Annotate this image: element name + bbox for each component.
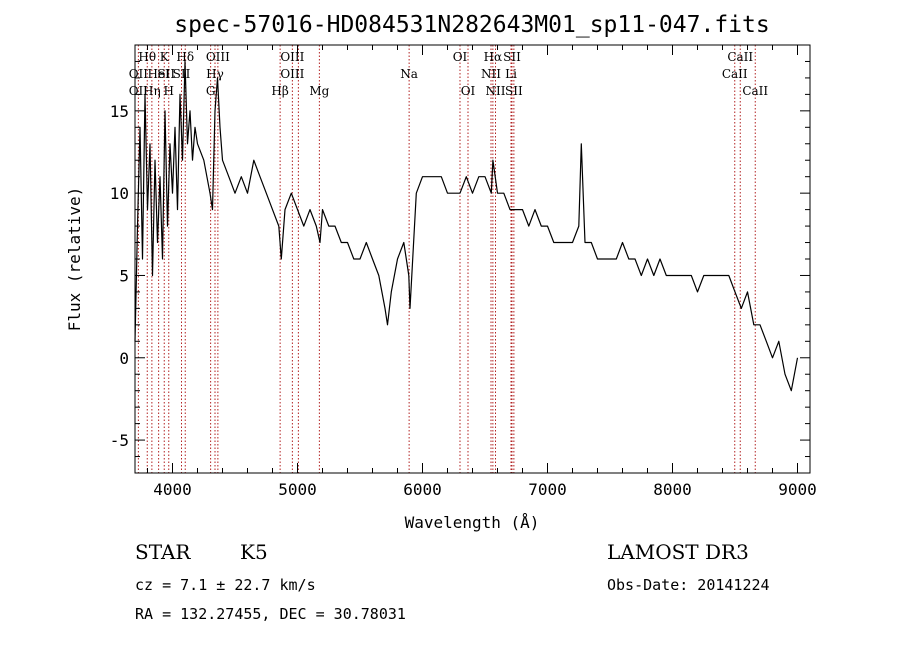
line-annotation-13: OIII	[280, 50, 304, 64]
y-tick-label-4: 15	[110, 102, 129, 121]
line-annotation-4: HeI	[147, 67, 170, 81]
line-annotation-19: OI	[461, 84, 476, 98]
survey-name: LAMOST DR3	[607, 540, 749, 564]
line-annotation-10: OIII	[206, 50, 230, 64]
x-tick-label-0: 4000	[153, 480, 192, 499]
line-annotation-9: SII	[173, 67, 191, 81]
line-annotation-7: H	[164, 84, 174, 98]
line-annotations: OIIOIIHθHηHeIKSIIHHδSIIOIIIHγGOIIIOIIIHβ…	[129, 50, 769, 98]
line-annotation-5: K	[160, 50, 170, 64]
y-axis-ticks: -5 0 5 10 15	[110, 60, 810, 458]
line-annotation-20: Hα	[484, 50, 503, 64]
y-tick-label-0: -5	[110, 431, 129, 450]
chart-title: spec-57016-HD084531N282643M01_sp11-047.f…	[174, 12, 769, 38]
spectrum-series	[134, 60, 799, 392]
y-axis-label: Flux (relative)	[65, 187, 84, 332]
line-annotation-1: OII	[129, 84, 149, 98]
ra-dec: RA = 132.27455, DEC = 30.78031	[135, 605, 406, 623]
line-annotation-8: Hδ	[176, 50, 194, 64]
y-tick-label-2: 5	[119, 266, 129, 285]
x-tick-label-2: 6000	[403, 480, 442, 499]
object-class: STAR	[135, 540, 191, 564]
line-annotation-21: SII	[503, 50, 521, 64]
line-annotation-6: SII	[157, 67, 175, 81]
object-subclass: K5	[240, 540, 268, 564]
x-axis-label: Wavelength (Å)	[405, 513, 540, 532]
line-annotation-0: OII	[129, 67, 149, 81]
line-annotation-17: Na	[400, 67, 418, 81]
line-annotation-14: OIII	[280, 67, 304, 81]
spectrum-line	[134, 60, 799, 392]
y-tick-label-1: 0	[119, 349, 129, 368]
x-tick-label-5: 9000	[778, 480, 817, 499]
x-tick-label-4: 8000	[653, 480, 692, 499]
line-markers	[137, 45, 756, 473]
line-annotation-3: Hη	[143, 84, 161, 98]
line-annotation-11: Hγ	[206, 67, 224, 81]
line-annotation-28: CaII	[742, 84, 768, 98]
line-annotation-25: SII	[505, 84, 523, 98]
line-annotation-26: CaII	[727, 50, 753, 64]
y-tick-label-3: 10	[110, 184, 129, 203]
line-annotation-16: Mg	[309, 84, 329, 98]
x-axis-ticks: 4000 5000 6000 7000 8000 9000	[147, 45, 817, 499]
line-annotation-27: CaII	[722, 67, 748, 81]
line-annotation-12: G	[206, 84, 216, 98]
line-annotation-23: Li	[505, 67, 517, 81]
line-annotation-15: Hβ	[271, 84, 288, 98]
obs-date: Obs-Date: 20141224	[607, 576, 770, 594]
line-annotation-18: OI	[453, 50, 468, 64]
line-annotation-2: Hθ	[138, 50, 156, 64]
x-tick-label-1: 5000	[278, 480, 317, 499]
redshift-cz: cz = 7.1 ± 22.7 km/s	[135, 576, 316, 594]
plot-frame	[134, 44, 811, 474]
line-annotation-24: NII	[486, 84, 506, 98]
line-annotation-22: NII	[481, 67, 501, 81]
x-tick-label-3: 7000	[528, 480, 567, 499]
